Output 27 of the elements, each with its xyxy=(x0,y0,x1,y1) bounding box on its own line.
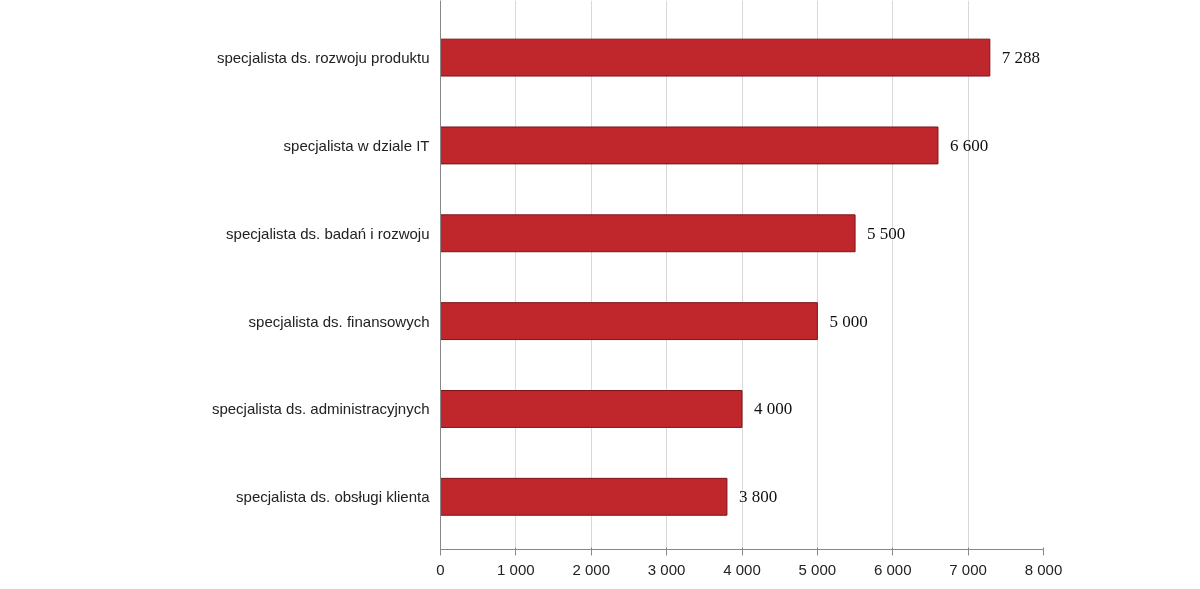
data-label: 5 500 xyxy=(867,223,906,243)
x-tick-label: 6 000 xyxy=(873,560,912,578)
x-tick-label: 2 000 xyxy=(572,560,611,578)
bar xyxy=(440,214,856,253)
y-tick-label: specjalista ds. badań i rozwoju xyxy=(226,224,430,242)
x-tick-label: 3 000 xyxy=(647,560,686,578)
data-label: 5 000 xyxy=(829,311,868,331)
data-label: 4 000 xyxy=(754,399,793,419)
x-tick-label: 5 000 xyxy=(798,560,837,578)
x-tick-label: 0 xyxy=(436,560,445,578)
y-tick-label: specjalista ds. finansowych xyxy=(248,312,430,330)
x-tick-label: 1 000 xyxy=(497,560,535,578)
bar xyxy=(440,390,743,428)
data-label: 6 600 xyxy=(949,135,989,155)
bar xyxy=(440,302,818,341)
y-tick-label: specjalista ds. administracyjnych xyxy=(211,400,430,418)
y-tick-label: specjalista w dziale IT xyxy=(283,136,430,154)
data-label: 7 288 xyxy=(1001,48,1041,68)
data-label: 3 800 xyxy=(738,487,778,507)
x-tick-label: 7 000 xyxy=(949,560,987,578)
bar xyxy=(440,477,728,516)
x-tick-label: 8 000 xyxy=(1024,560,1063,578)
bar xyxy=(440,126,939,165)
y-tick-label: specjalista ds. obsługi klienta xyxy=(236,488,431,506)
bar xyxy=(440,38,991,77)
y-tick-label: specjalista ds. rozwoju produktu xyxy=(216,49,430,67)
x-tick-label: 4 000 xyxy=(723,560,761,578)
